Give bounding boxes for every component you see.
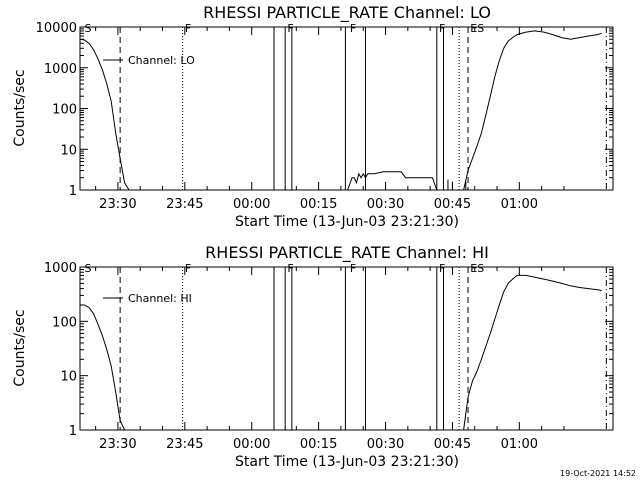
series-hi (80, 274, 602, 431)
x-tick-label: 23:45 (166, 437, 203, 452)
x-tick-label: 23:45 (166, 197, 203, 212)
x-tick-label: 00:00 (233, 437, 270, 452)
ticks-hi: 1 10 100 1000 23:30 23:45 00:00 00:15 00:30 00:45… (44, 261, 613, 452)
panel-hi: RHESSI PARTICLE_RATE Channel: HI Counts/… (12, 243, 614, 470)
event-markers-lo: S F F F F ES (84, 22, 607, 190)
flag-label: ES (470, 262, 484, 275)
series-line (463, 30, 602, 191)
x-tick-label: 00:30 (367, 437, 404, 452)
x-tick-label: 00:45 (434, 437, 471, 452)
y-tick-label: 1 (69, 184, 77, 199)
series-lo (79, 30, 602, 191)
flag-label: F (350, 22, 356, 35)
y-tick-label: 100 (52, 103, 77, 118)
x-tick-label: 01:00 (501, 437, 538, 452)
x-tick-label: 00:30 (367, 197, 404, 212)
series-line (347, 171, 438, 191)
y-axis-label-lo: Counts/sec (12, 69, 28, 146)
flag-label: S (84, 22, 91, 35)
y-tick-label: 10 (60, 143, 77, 158)
y-tick-label: 10000 (36, 21, 77, 36)
series-line (79, 38, 130, 191)
x-tick-label: 00:15 (300, 197, 337, 212)
flag-label: F (439, 22, 445, 35)
flag-label: F (439, 262, 445, 275)
y-axis-label-hi: Counts/sec (12, 309, 28, 386)
x-tick-label: 00:00 (233, 197, 270, 212)
chart-title-hi: RHESSI PARTICLE_RATE Channel: HI (205, 243, 489, 263)
flag-label: S (84, 262, 91, 275)
plot-frame-hi (79, 266, 614, 431)
y-tick-label: 1 (69, 424, 77, 439)
legend-label-hi: Channel: HI (128, 292, 192, 305)
series-line (80, 304, 126, 431)
footer-timestamp: 19-Oct-2021 14:52 (560, 469, 636, 478)
legend-hi: Channel: HI (103, 292, 192, 305)
legend-lo: Channel: LO (103, 54, 195, 67)
y-tick-label: 100 (52, 315, 77, 330)
event-markers-hi: S F F F F ES (84, 262, 607, 430)
x-tick-label: 01:00 (501, 197, 538, 212)
legend-label-lo: Channel: LO (128, 54, 195, 67)
plot-frame-lo (79, 26, 614, 191)
flag-label: F (350, 262, 356, 275)
flag-label: F (287, 262, 293, 275)
panel-lo: RHESSI PARTICLE_RATE Channel: LO Counts/… (12, 3, 614, 230)
x-tick-label: 00:15 (300, 437, 337, 452)
x-axis-label-hi: Start Time (13-Jun-03 23:21:30) (235, 454, 459, 470)
series-line (463, 274, 602, 431)
flag-label: F (185, 262, 191, 275)
flag-label: F (185, 22, 191, 35)
x-tick-label: 23:30 (99, 197, 136, 212)
y-tick-label: 1000 (44, 261, 77, 276)
x-tick-label: 23:30 (99, 437, 136, 452)
x-tick-label: 00:45 (434, 197, 471, 212)
flag-label: F (287, 22, 293, 35)
flag-label: ES (470, 22, 484, 35)
y-tick-label: 10 (60, 370, 77, 385)
ticks-lo: 1 10 100 1000 10000 23:30 23:45 00:00 00:15 00:30… (36, 21, 613, 212)
chart-title-lo: RHESSI PARTICLE_RATE Channel: LO (203, 3, 491, 23)
y-tick-label: 1000 (44, 62, 77, 77)
x-axis-label-lo: Start Time (13-Jun-03 23:21:30) (235, 214, 459, 230)
